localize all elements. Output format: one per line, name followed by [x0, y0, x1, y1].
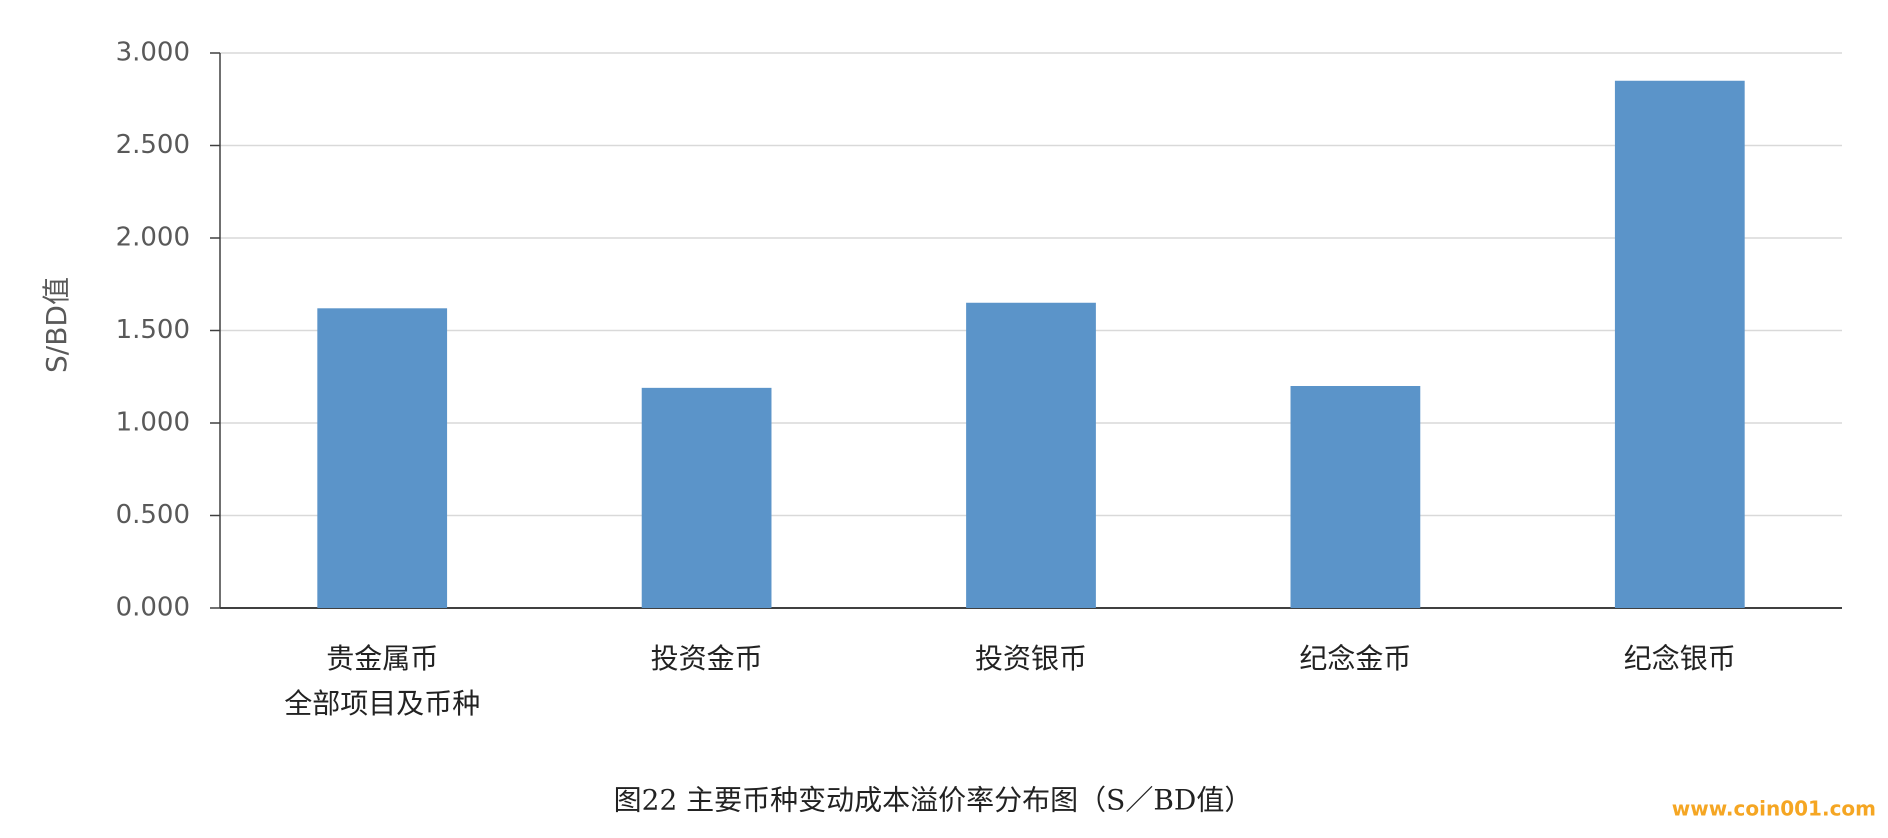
x-tick-line: 纪念银币	[1624, 642, 1736, 675]
bar	[641, 387, 772, 608]
caption: 图22 主要币种变动成本溢价率分布图（S／BD值）	[614, 784, 1253, 817]
x-tick-line: 投资金币	[651, 642, 763, 675]
x-tick-label: 投资金币	[651, 642, 763, 675]
bar	[1614, 80, 1745, 608]
x-tick-line: 贵金属币	[326, 642, 438, 675]
y-tick-label: 0.500	[116, 500, 190, 530]
y-tick-label: 3.000	[116, 38, 190, 68]
y-axis-label: S/BD值	[40, 277, 73, 373]
bar	[1290, 386, 1421, 608]
y-tick-label: 2.000	[116, 223, 190, 253]
bar	[317, 308, 448, 608]
bar	[966, 302, 1096, 608]
y-tick-label: 0.000	[116, 593, 190, 623]
y-tick-label: 1.500	[116, 315, 190, 345]
y-tick-label: 1.000	[116, 408, 190, 438]
x-tick-line: 全部项目及币种	[284, 687, 480, 720]
y-tick-label: 2.500	[116, 130, 190, 160]
x-tick-label: 投资银币	[975, 642, 1087, 675]
x-tick-line: 投资银币	[975, 642, 1087, 675]
watermark: www.coin001.com	[1672, 797, 1876, 821]
x-tick-label: 纪念银币	[1624, 642, 1736, 675]
x-tick-label: 纪念金币	[1299, 642, 1411, 675]
x-tick-label: 贵金属币全部项目及币种	[284, 642, 480, 720]
x-tick-line: 纪念金币	[1299, 642, 1411, 675]
